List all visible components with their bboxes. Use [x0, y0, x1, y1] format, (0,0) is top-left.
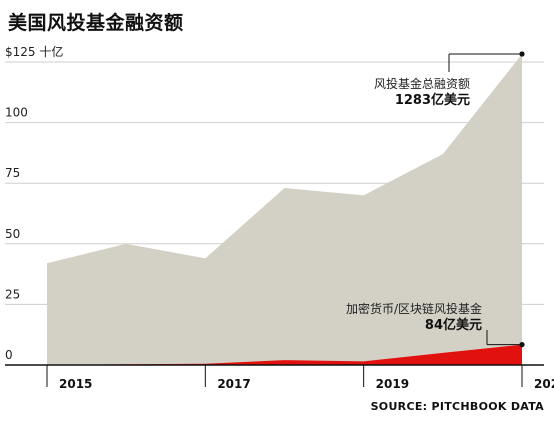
x-tick-label-3: 2021 [534, 377, 554, 391]
y-tick-label-3: 50 [5, 227, 20, 241]
y-tick-label-0: $125 十亿 [5, 44, 63, 59]
x-tick-label-2: 2019 [376, 377, 409, 391]
total-funding-area [47, 54, 522, 366]
crypto-funding-area [47, 344, 522, 365]
total-annotation-label: 风投基金总融资额 [374, 76, 470, 91]
x-tick-label-1: 2017 [217, 377, 250, 391]
chart-title: 美国风投基金融资额 [8, 12, 184, 34]
source-note: SOURCE: PITCHBOOK DATA [370, 400, 544, 413]
crypto-annotation-value: 84亿美元 [425, 317, 482, 333]
y-tick-label-1: 100 [5, 106, 28, 120]
x-tick-label-0: 2015 [59, 377, 92, 391]
total-annotation-value: 1283亿美元 [395, 92, 470, 108]
y-tick-label-2: 75 [5, 166, 20, 180]
crypto-annotation-label: 加密货币/区块链风投基金 [346, 301, 482, 316]
total-end-point [519, 51, 525, 57]
y-tick-label-4: 25 [5, 287, 20, 301]
crypto-end-point [519, 342, 525, 348]
y-tick-label-5: 0 [5, 348, 13, 362]
